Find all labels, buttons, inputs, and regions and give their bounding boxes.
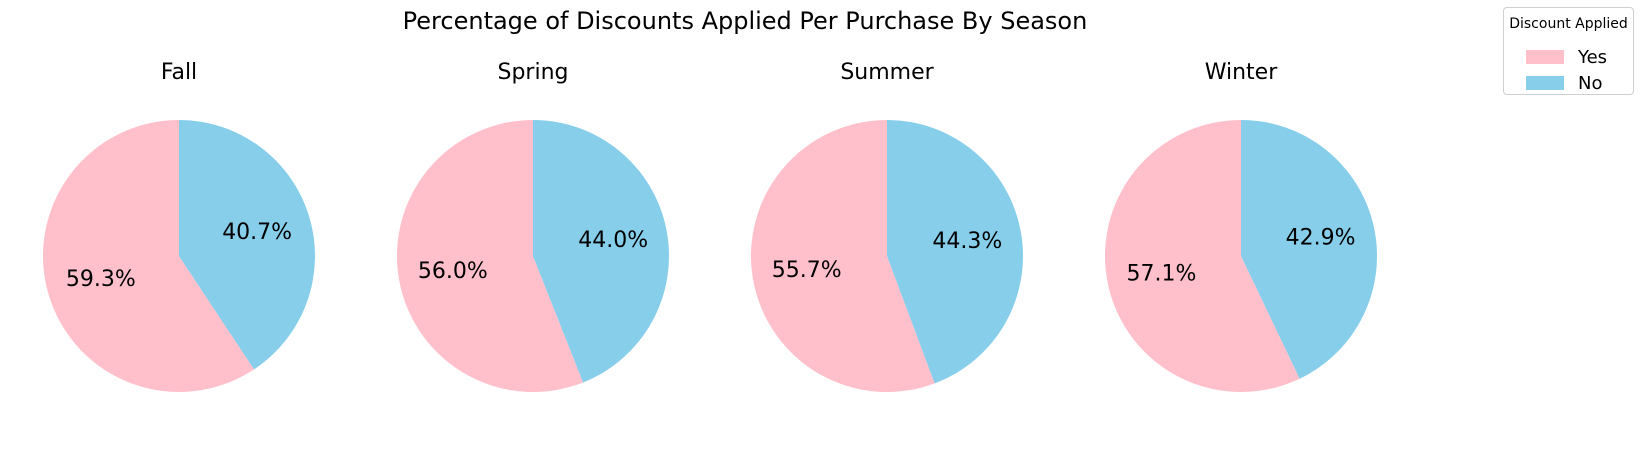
pie-title-summer: Summer — [840, 60, 934, 85]
pie-slice-fall-yes — [42, 120, 255, 392]
pie-slice-fall-no — [179, 120, 315, 370]
pie-label-fall-no: 40.7% — [222, 220, 292, 245]
legend-entry-yes: Yes — [1526, 45, 1607, 69]
pie-slice-winter-no — [1241, 120, 1377, 379]
pie-slice-spring-yes — [397, 120, 584, 393]
pie-label-fall-yes: 59.3% — [66, 267, 136, 292]
pie-label-summer-yes: 55.7% — [772, 258, 842, 283]
pie-slice-summer-yes — [751, 120, 935, 392]
legend-label-no: No — [1578, 72, 1603, 94]
pie-label-summer-no: 44.3% — [932, 229, 1002, 254]
pie-label-spring-yes: 56.0% — [418, 259, 488, 284]
pie-label-spring-no: 44.0% — [578, 228, 648, 253]
legend-entry-no: No — [1526, 71, 1602, 95]
legend: Discount Applied Yes No — [1503, 7, 1634, 95]
pie-title-fall: Fall — [161, 60, 197, 85]
legend-swatch-yes — [1526, 50, 1564, 64]
pies-group: Fall 59.3% 40.7% Spring 56.0% 44.0% Summer 55.7… — [42, 60, 1377, 393]
pie-title-spring: Spring — [498, 60, 569, 85]
pie-label-winter-yes: 57.1% — [1126, 262, 1196, 287]
pie-slice-winter-yes — [1105, 120, 1300, 392]
pie-slice-spring-no — [533, 120, 670, 383]
legend-label-yes: Yes — [1578, 46, 1608, 68]
pie-slice-summer-no — [887, 119, 1024, 384]
legend-swatch-no — [1526, 76, 1564, 90]
legend-title: Discount Applied — [1509, 16, 1628, 32]
chart-title: Percentage of Discounts Applied Per Purc… — [403, 7, 1088, 35]
pie-label-winter-no: 42.9% — [1286, 225, 1356, 250]
pie-title-winter: Winter — [1205, 60, 1278, 85]
